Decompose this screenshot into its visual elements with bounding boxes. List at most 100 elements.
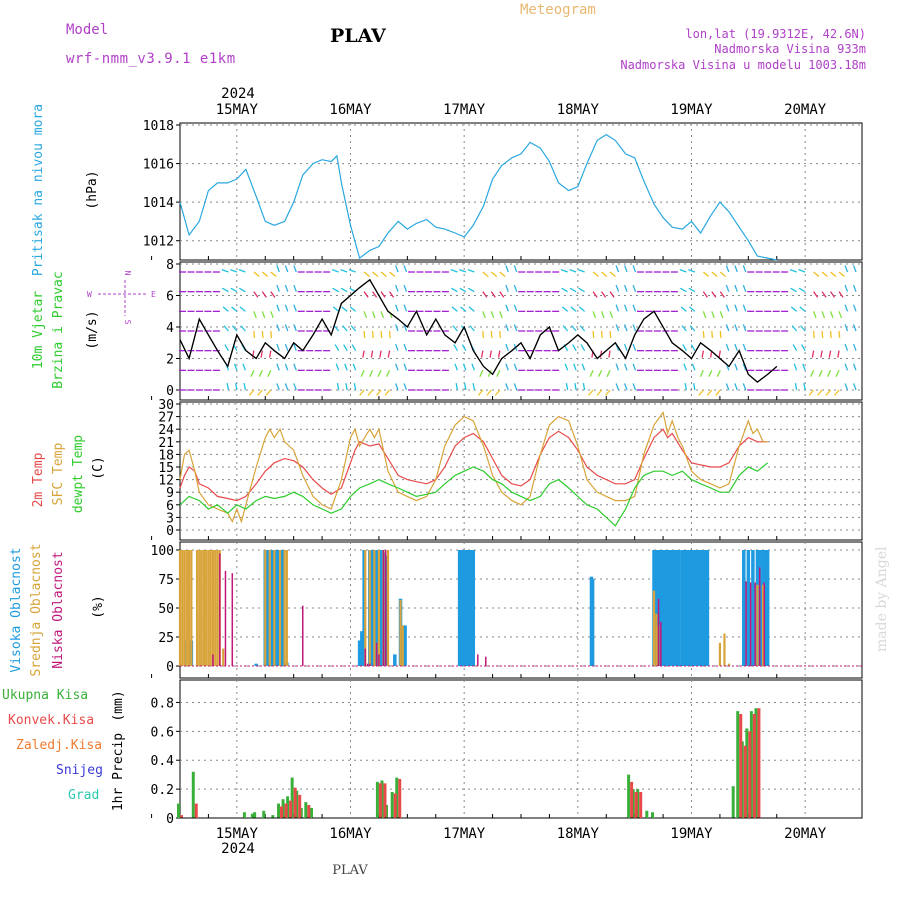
cloud-bar: [187, 550, 191, 666]
wind-arrow: [257, 389, 263, 396]
precip-bar: [375, 781, 379, 818]
wind-arrow: [224, 344, 229, 351]
precip-bar: [743, 745, 747, 818]
wind-arrow: [260, 350, 263, 358]
station-title: PLAV: [330, 25, 387, 47]
precip-bar: [378, 783, 382, 818]
wind-arrow: [239, 306, 246, 312]
wind-arrow: [513, 324, 518, 332]
cloud-bar: [689, 550, 694, 666]
wind-arrow: [276, 324, 280, 332]
wind-arrow: [615, 383, 620, 391]
wind-arrow: [829, 330, 832, 339]
legend-frozen: Zaledj.Kisa: [16, 738, 102, 753]
wind-arrow: [389, 271, 396, 277]
precip-bar: [295, 790, 299, 818]
series-line-0: [179, 428, 768, 502]
cloud-bar: [393, 654, 397, 666]
wind-arrow: [395, 343, 399, 351]
cloud-bar: [723, 633, 726, 666]
precip-bar: [739, 714, 743, 818]
compass-w: W: [87, 290, 92, 299]
legend-snow: Snijeg: [56, 763, 103, 778]
wind-arrow: [852, 343, 857, 351]
cloud-bar: [672, 550, 677, 666]
pressure-panel: 1012 1014 1016 1018: [143, 119, 863, 261]
compass-n: N: [123, 271, 132, 276]
precip-bar: [380, 780, 384, 818]
cloud-bar: [281, 550, 286, 666]
wind-arrow: [573, 363, 577, 371]
top-day-label: 18MAY: [557, 102, 600, 118]
wind-arrow: [580, 344, 586, 351]
y-tick-label: 6: [166, 499, 174, 514]
wind-arrow: [499, 311, 503, 319]
compass-rose: N S W E: [87, 271, 156, 325]
wind-arrow: [270, 330, 273, 339]
wind-arrow: [601, 271, 608, 277]
wind-arrow: [261, 291, 267, 298]
wind-arrow: [332, 287, 339, 293]
wind-arrow: [609, 291, 615, 298]
wind-arrow: [261, 311, 266, 319]
y-tick-label: 0: [166, 384, 174, 399]
cloud-bar: [727, 663, 731, 666]
precip-legend: Ukupna Kisa Konvek.Kisa Zaledj.Kisa Snij…: [2, 688, 103, 803]
cloud-bar: [660, 621, 662, 666]
wind-arrow: [734, 265, 738, 273]
y-tick-label: 0: [166, 524, 174, 539]
wind-arrow: [830, 291, 836, 298]
wind-arrow: [513, 383, 518, 391]
wind-arrow: [371, 311, 376, 319]
wind-arrow: [734, 383, 738, 391]
wind-arrow: [592, 311, 597, 319]
wind-arrow: [708, 370, 713, 377]
wind-arrow: [725, 324, 730, 332]
wind-arrow: [588, 389, 594, 396]
wind-arrow: [813, 271, 820, 277]
wind-arrow: [615, 324, 620, 332]
wind-arrow: [844, 383, 849, 391]
wind-arrow: [372, 291, 378, 298]
wind-arrow: [828, 350, 832, 358]
wind-arrow: [387, 350, 391, 358]
wind-arrow: [811, 350, 815, 358]
wind-arrow: [270, 311, 274, 319]
wind-arrow: [352, 363, 357, 371]
cloud-bar: [763, 550, 768, 666]
wind-arrow: [615, 304, 620, 312]
wind-arrow: [469, 325, 475, 332]
wind-arrow: [698, 389, 704, 396]
wind-arrow: [270, 291, 276, 298]
precip-bar: [634, 792, 638, 818]
cloud-bar: [677, 550, 681, 666]
precip-bar: [627, 774, 631, 818]
y-tick-label: 27: [158, 411, 174, 426]
wind-arrow: [276, 383, 280, 391]
wind-arrow: [830, 271, 837, 277]
wind-arrow: [821, 330, 824, 339]
cloud-bar: [718, 642, 722, 666]
precip-bar: [307, 805, 311, 818]
wind-arrow: [592, 291, 598, 298]
cloud-bar: [696, 550, 701, 666]
footer-station: PLAV: [332, 863, 368, 878]
wind-arrow: [489, 350, 492, 358]
wind-arrow: [349, 306, 357, 312]
wind-arrow: [569, 268, 577, 273]
wind-arrow: [817, 389, 823, 396]
wind-arrow: [632, 265, 637, 273]
wind-arrow: [371, 330, 374, 339]
wind-arrow: [601, 291, 607, 298]
wind-arrow: [499, 271, 506, 277]
wind-arrow: [460, 306, 467, 312]
wind-arrow: [359, 389, 365, 396]
wind-arrow: [719, 291, 725, 298]
precip-bar: [250, 813, 254, 818]
cloud-bar: [384, 550, 387, 666]
y-tick-label: 0.6: [151, 725, 174, 740]
wind-arrow: [578, 287, 585, 293]
wind-arrow: [821, 271, 828, 277]
wind-arrow: [253, 291, 259, 298]
cloud-bar: [763, 582, 765, 666]
